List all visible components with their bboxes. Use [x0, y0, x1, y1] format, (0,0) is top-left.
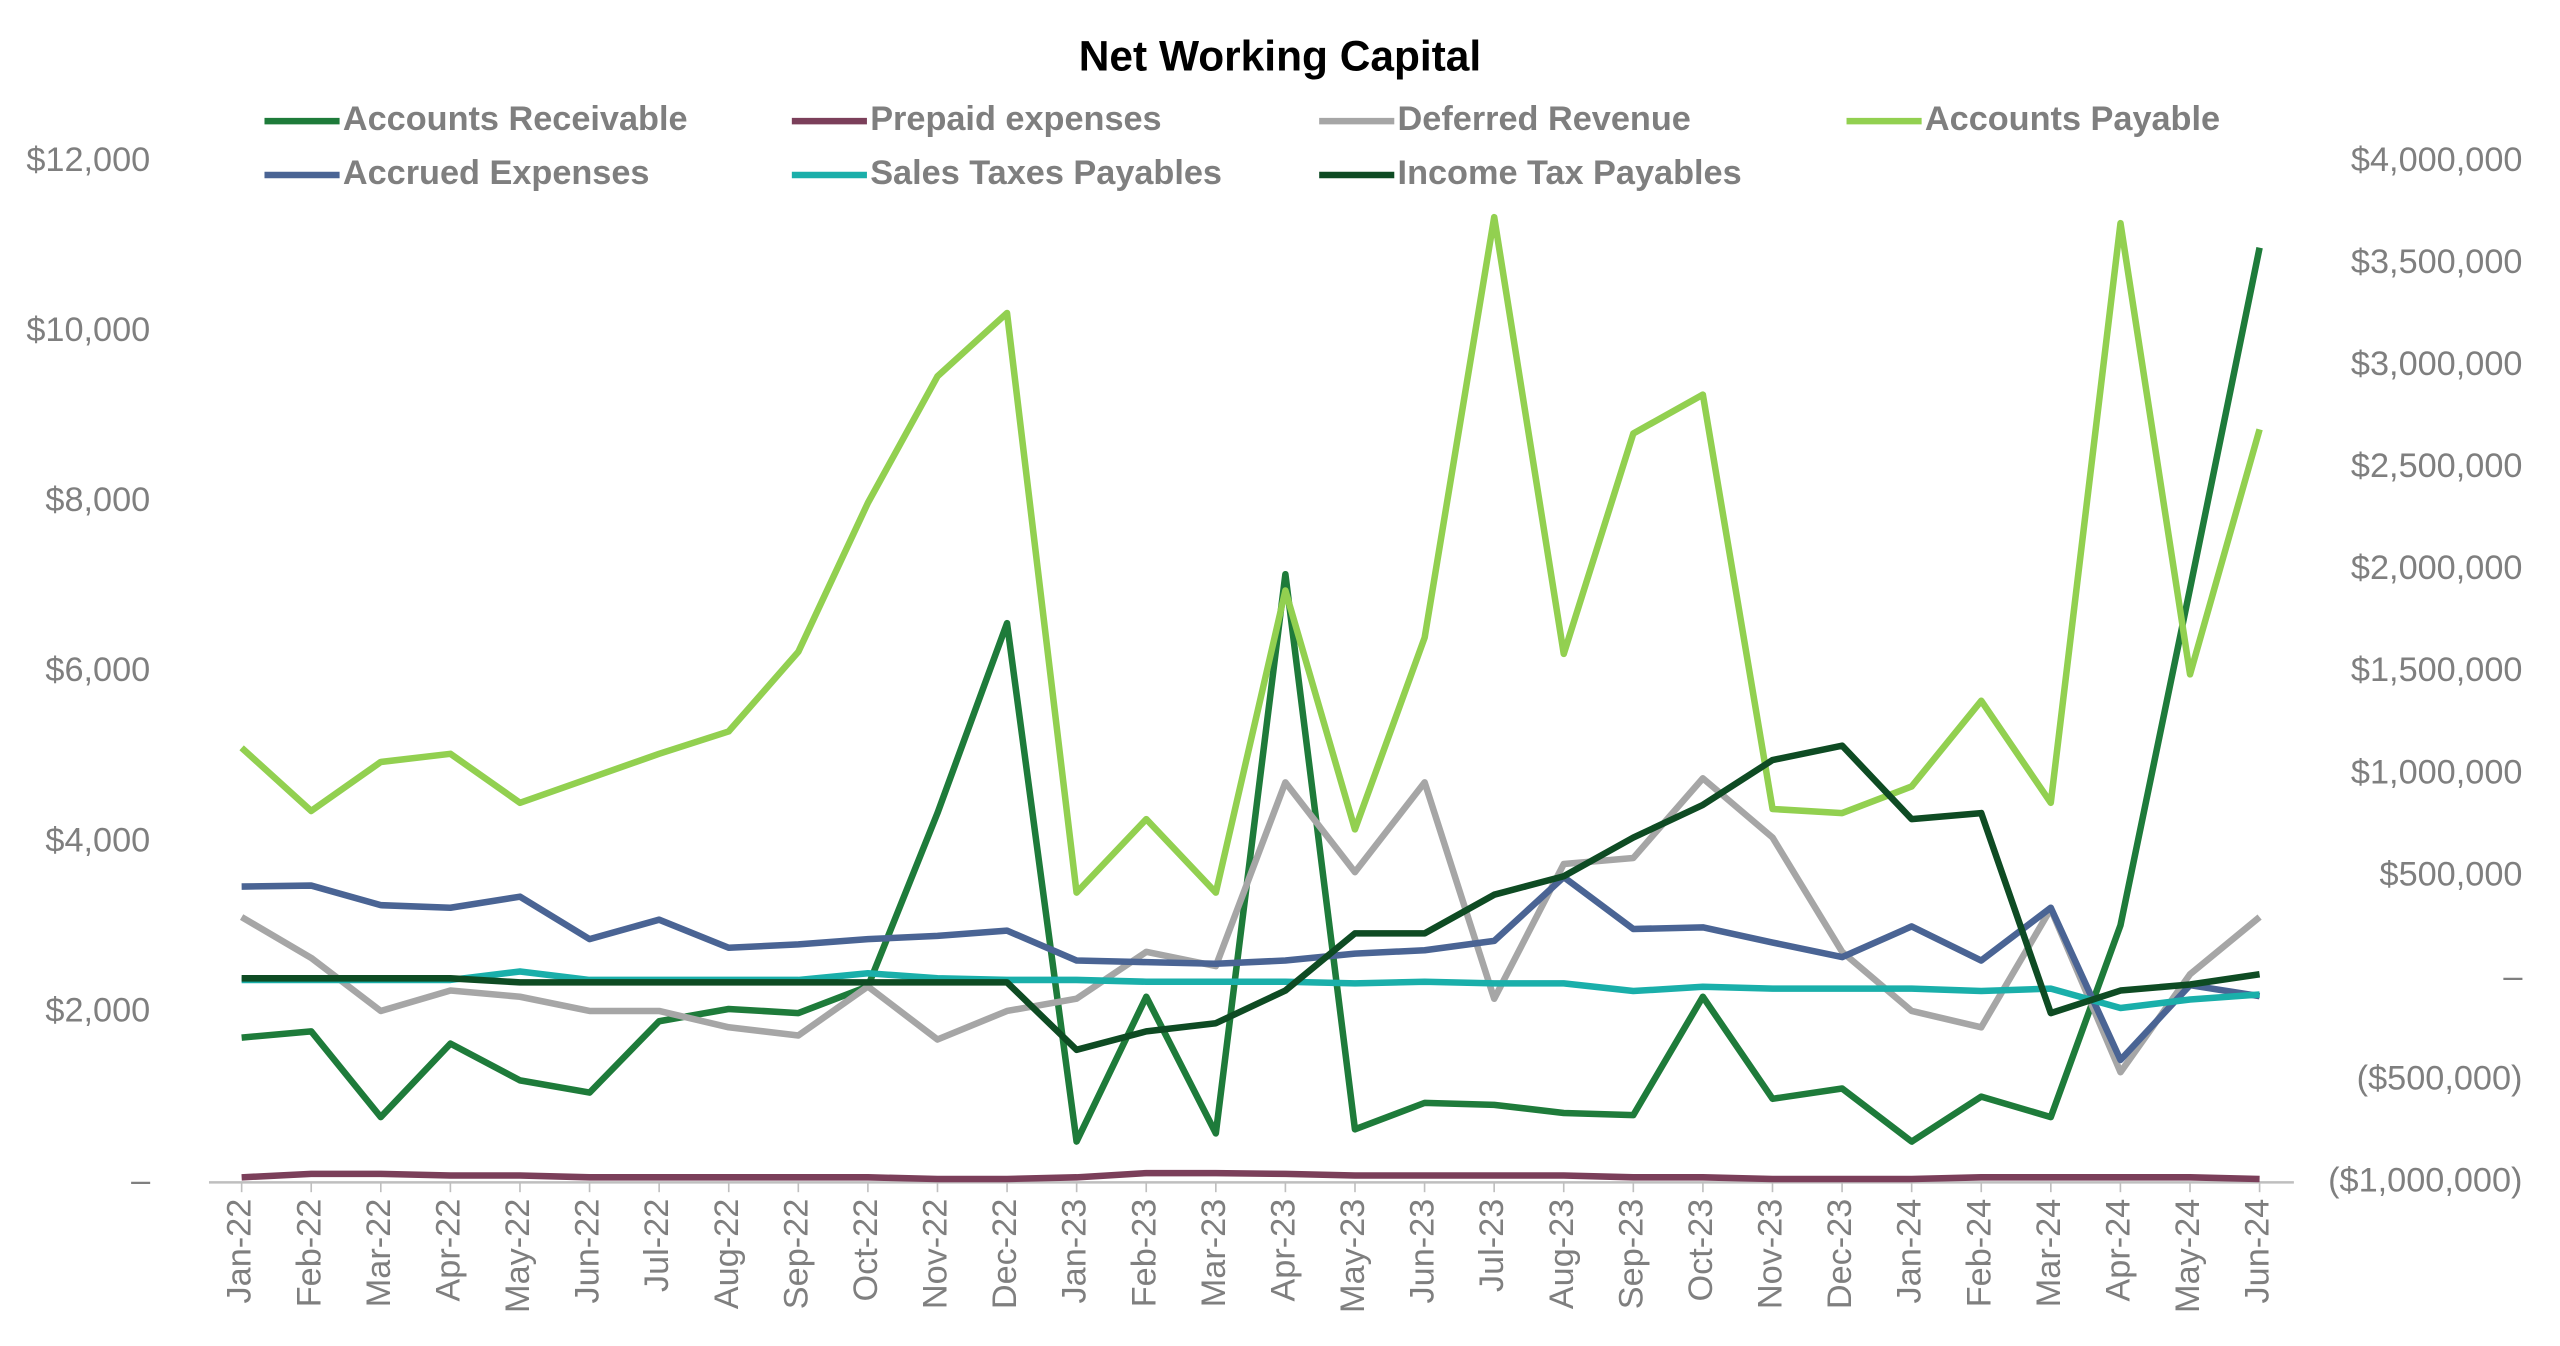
x-tick-label: Mar-24 — [2030, 1199, 2068, 1308]
y2-tick-label: $500,000 — [2380, 855, 2523, 893]
x-tick-label: Jan-23 — [1056, 1199, 1094, 1304]
y-tick-label: $4,000 — [45, 821, 150, 859]
y2-tick-label: ($500,000) — [2357, 1059, 2523, 1097]
x-tick-label: May-24 — [2169, 1199, 2207, 1313]
x-tick-label: May-23 — [1334, 1199, 1372, 1313]
y-tick-label: $6,000 — [45, 651, 150, 689]
x-tick-label: Jun-24 — [2239, 1199, 2277, 1304]
x-tick-label: Nov-23 — [1752, 1199, 1790, 1309]
line-series — [239, 213, 2263, 896]
x-tick-label: Jul-22 — [638, 1199, 676, 1292]
x-tick-label: Dec-22 — [986, 1199, 1024, 1309]
x-tick-label: May-22 — [499, 1199, 537, 1313]
legend-label: Deferred Revenue — [1398, 100, 1691, 138]
x-tick-label: Jan-24 — [1891, 1199, 1929, 1304]
y2-tick-label: – — [2503, 957, 2523, 995]
x-tick-label: Aug-23 — [1543, 1199, 1581, 1310]
y2-tick-label: ($1,000,000) — [2328, 1161, 2522, 1199]
y-tick-label: – — [131, 1161, 151, 1199]
y2-tick-label: $3,500,000 — [2351, 243, 2522, 281]
legend-label: Prepaid expenses — [870, 100, 1161, 138]
x-tick-label: Feb-22 — [290, 1199, 328, 1308]
x-tick-label: Mar-23 — [1195, 1199, 1233, 1308]
x-tick-label: Oct-23 — [1682, 1199, 1720, 1302]
y2-tick-label: $2,000,000 — [2351, 549, 2522, 587]
line-series — [239, 775, 2262, 1076]
x-tick-label: Jun-22 — [569, 1199, 607, 1304]
x-tick-label: Apr-22 — [429, 1199, 467, 1302]
x-tick-label: Apr-23 — [1264, 1199, 1302, 1302]
y-tick-label: $2,000 — [45, 991, 150, 1029]
y-tick-label: $12,000 — [26, 141, 150, 179]
y2-tick-label: $2,500,000 — [2351, 447, 2522, 485]
legend-label: Accounts Payable — [1925, 100, 2220, 138]
x-tick-label: Apr-24 — [2099, 1199, 2137, 1302]
x-tick-label: Oct-22 — [847, 1199, 885, 1302]
y2-tick-label: $3,000,000 — [2351, 345, 2522, 383]
x-tick-label: Jun-23 — [1404, 1199, 1442, 1304]
line-series — [241, 1169, 2260, 1183]
legend-label: Income Tax Payables — [1398, 154, 1742, 192]
legend-label: Accounts Receivable — [343, 100, 688, 138]
y2-tick-label: $4,000,000 — [2351, 141, 2522, 179]
line-series — [241, 742, 2261, 1054]
y2-tick-label: $1,500,000 — [2351, 651, 2522, 689]
line-series — [241, 247, 2263, 1145]
x-tick-label: Aug-22 — [708, 1199, 746, 1310]
line-series — [241, 968, 2260, 1012]
x-tick-label: Jul-23 — [1473, 1199, 1511, 1292]
x-tick-label: Dec-23 — [1821, 1199, 1859, 1309]
legend-label: Sales Taxes Payables — [870, 154, 1222, 192]
line-series — [241, 873, 2261, 1064]
x-tick-label: Jan-22 — [221, 1199, 259, 1304]
y-tick-label: $10,000 — [26, 311, 150, 349]
x-tick-label: Sep-23 — [1612, 1199, 1650, 1310]
y2-tick-label: $1,000,000 — [2351, 753, 2522, 791]
x-tick-label: Feb-23 — [1125, 1199, 1163, 1308]
chart-title: Net Working Capital — [1079, 32, 1481, 79]
legend-label: Accrued Expenses — [343, 154, 650, 192]
x-tick-label: Mar-22 — [360, 1199, 398, 1308]
y-tick-label: $8,000 — [45, 481, 150, 519]
x-tick-label: Feb-24 — [1960, 1199, 1998, 1308]
x-tick-label: Nov-22 — [917, 1199, 955, 1309]
x-tick-label: Sep-22 — [777, 1199, 815, 1310]
